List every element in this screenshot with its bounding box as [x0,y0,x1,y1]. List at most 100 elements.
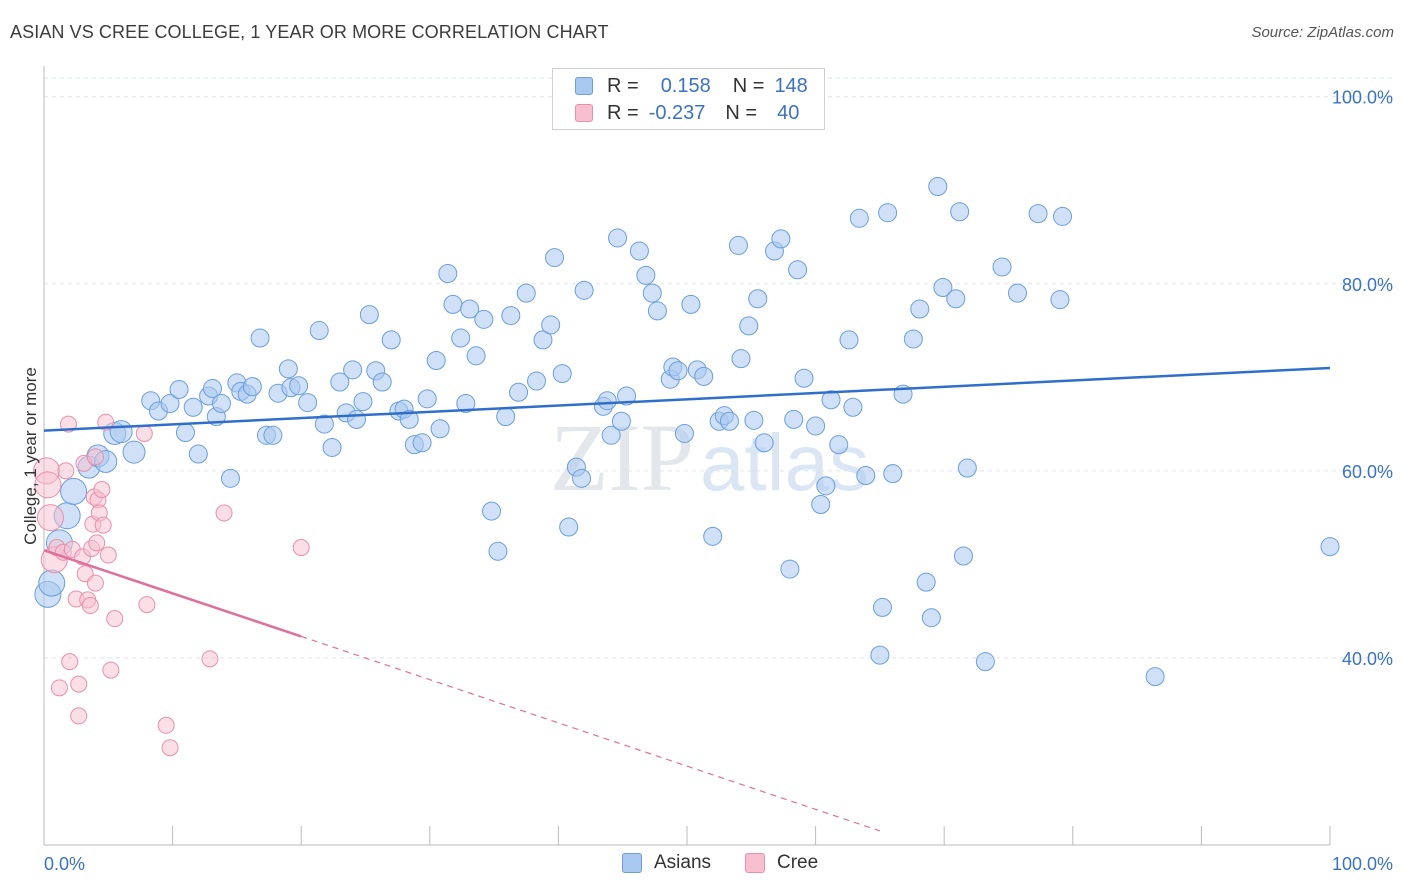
asian-point [574,280,594,300]
asian-point [636,265,656,285]
asian-point [263,425,283,445]
asian-point [412,433,432,453]
asian-point [169,379,189,399]
asian-point [38,569,66,597]
cree-point [86,448,104,466]
y-tick-label-80: 80.0% [1342,275,1393,295]
correlation-legend: R = 0.158 N = 148 R = -0.237 N = 40 [552,68,825,130]
asian-point [527,371,547,391]
asian-point [482,501,502,521]
cree-point [102,661,120,679]
asian-point [417,389,437,409]
cree-point [161,739,179,757]
asian-point [843,397,863,417]
cree-legend-swatch [745,853,765,873]
asian-point [780,559,800,579]
asian-point [788,260,808,280]
asian-point [343,360,363,380]
asian-n-value: 148 [774,74,808,97]
asian-point [430,419,450,439]
axes [43,66,1331,846]
asian-point [950,202,970,222]
y-tick-label-100: 100.0% [1332,88,1393,108]
asian-point [533,330,553,350]
asian-point [703,526,723,546]
cree-r-label: R = [607,101,639,124]
asian-point [910,299,930,319]
cree-point [106,610,124,628]
cree-point [201,650,219,668]
cree-points [33,413,310,757]
asian-point [381,330,401,350]
cree-point [34,471,62,499]
y-tick-label-40: 40.0% [1342,649,1393,669]
cree-point [135,424,153,442]
asian-point [744,410,764,430]
asian-point [572,468,592,488]
asian-point [601,425,621,445]
asian-point [501,306,521,326]
asian-point [992,257,1012,277]
asian-point [353,392,373,412]
asian-point [451,328,471,348]
asian-point [1320,537,1340,557]
asian-point [957,458,977,478]
asian-point [1053,206,1073,226]
asian-point [681,294,701,314]
asian-point [829,435,849,455]
asian-point [474,309,494,329]
asian-point [211,394,231,414]
x-tick-label-0: 0.0% [44,854,85,874]
cree-point [215,504,233,522]
asian-point [298,393,318,413]
asian-point [456,394,476,414]
cree-point [94,516,112,534]
asian-point [771,229,791,249]
asian-point [160,394,180,414]
cree-trend-line [43,549,302,638]
asian-point [346,409,366,429]
trend-lines [43,366,1331,832]
asians-legend-swatch [622,853,642,873]
asian-point [122,440,146,464]
cree-trend-extension [301,635,881,832]
x-tick-label-100: 100.0% [1332,854,1393,874]
asian-point [183,397,203,417]
asian-point [496,407,516,427]
asian-point [839,330,859,350]
asian-point [794,368,814,388]
asian-point [642,283,662,303]
asian-point [821,390,841,410]
cree-point [138,596,156,614]
asian-point [608,228,628,248]
asian-point [552,364,572,384]
chart-title: ASIAN VS CREE COLLEGE, 1 YEAR OR MORE CO… [10,22,609,42]
watermark-atlas: atlas [700,418,869,507]
cree-point [157,716,175,734]
asian-point [188,444,208,464]
source-label: Source: ZipAtlas.com [1251,24,1394,41]
asian-point [60,477,88,505]
asian-point [426,350,446,370]
asian-point [719,411,739,431]
cree-point [86,574,104,592]
series-legend: Asians Cree [0,852,1406,878]
asian-trend-line [43,366,1331,432]
cree-point [81,597,99,615]
asians-legend-label: Asians [654,852,712,873]
cree-point [50,679,68,697]
legend-row-cree: R = -0.237 N = 40 [575,100,799,126]
cree-swatch [575,104,593,122]
asian-point [460,299,480,319]
asian-point [806,416,826,436]
asian-point [878,203,898,223]
asian-point [1028,204,1048,224]
asian-point [466,346,486,366]
y-axis-title: College, 1 year or more [21,367,40,545]
asian-point [314,414,334,434]
legend-item-asians[interactable]: Asians [622,852,711,874]
legend-item-cree[interactable]: Cree [745,852,818,874]
asian-point [559,517,579,537]
cree-point [88,534,106,552]
